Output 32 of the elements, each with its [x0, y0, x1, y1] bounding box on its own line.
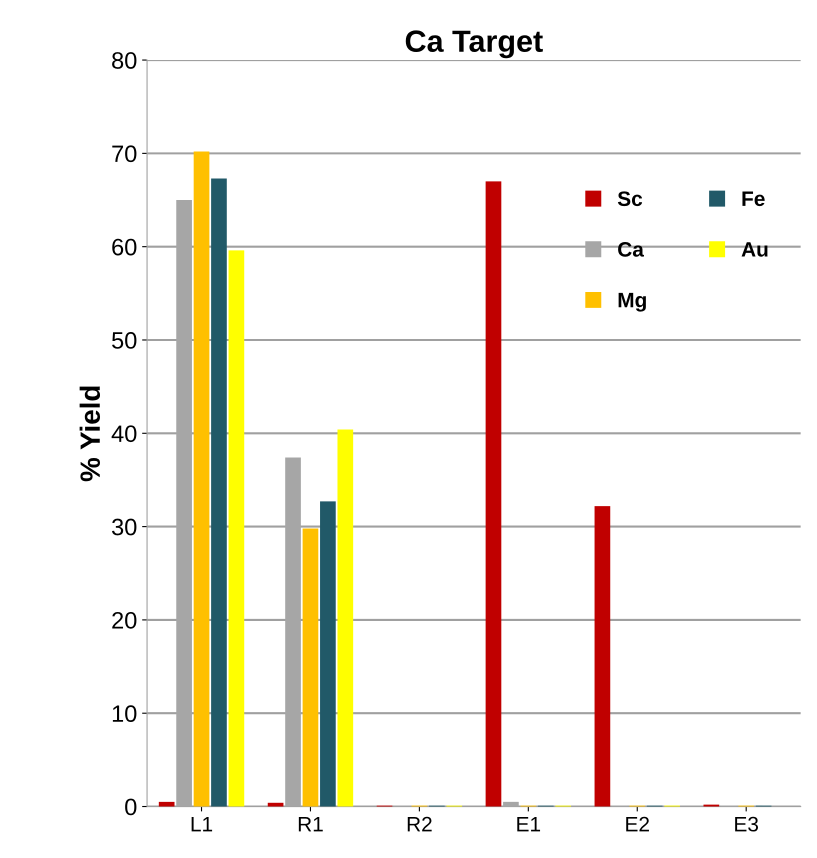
bar [228, 250, 244, 807]
y-tick-label: 50 [112, 332, 136, 349]
legend-label: Au [742, 242, 768, 257]
y-tick-label: 0 [125, 798, 136, 816]
bar [268, 802, 284, 807]
x-tick-label: E1 [517, 817, 540, 832]
y-tick-label: 10 [112, 705, 136, 722]
y-tick-label: 70 [112, 145, 136, 162]
x-tick-label: E2 [626, 816, 649, 832]
y-tick-label: 30 [112, 518, 136, 536]
bar [302, 528, 318, 807]
legend-label: Ca [618, 242, 644, 257]
x-tick-label: E3 [735, 816, 758, 832]
y-axis-title: % Yield [80, 386, 100, 482]
bar [594, 506, 610, 807]
x-tick-label: R1 [298, 817, 323, 832]
x-tick-label: L1 [192, 817, 212, 832]
y-tick-label: 80 [112, 52, 136, 69]
bar [194, 152, 210, 807]
bar [337, 430, 354, 807]
bar [211, 178, 227, 807]
legend-label: Mg [618, 292, 646, 312]
legend-label: Sc [618, 191, 642, 206]
y-tick-label: 20 [112, 612, 136, 629]
bar [486, 181, 502, 807]
chart-title: Ca Target [406, 30, 543, 58]
y-tick-label: 40 [112, 425, 136, 442]
x-tick-label: R2 [408, 816, 432, 832]
bar [320, 501, 336, 807]
bar [158, 802, 175, 807]
legend-label: Fe [742, 192, 765, 206]
y-tick-label: 60 [112, 238, 136, 256]
